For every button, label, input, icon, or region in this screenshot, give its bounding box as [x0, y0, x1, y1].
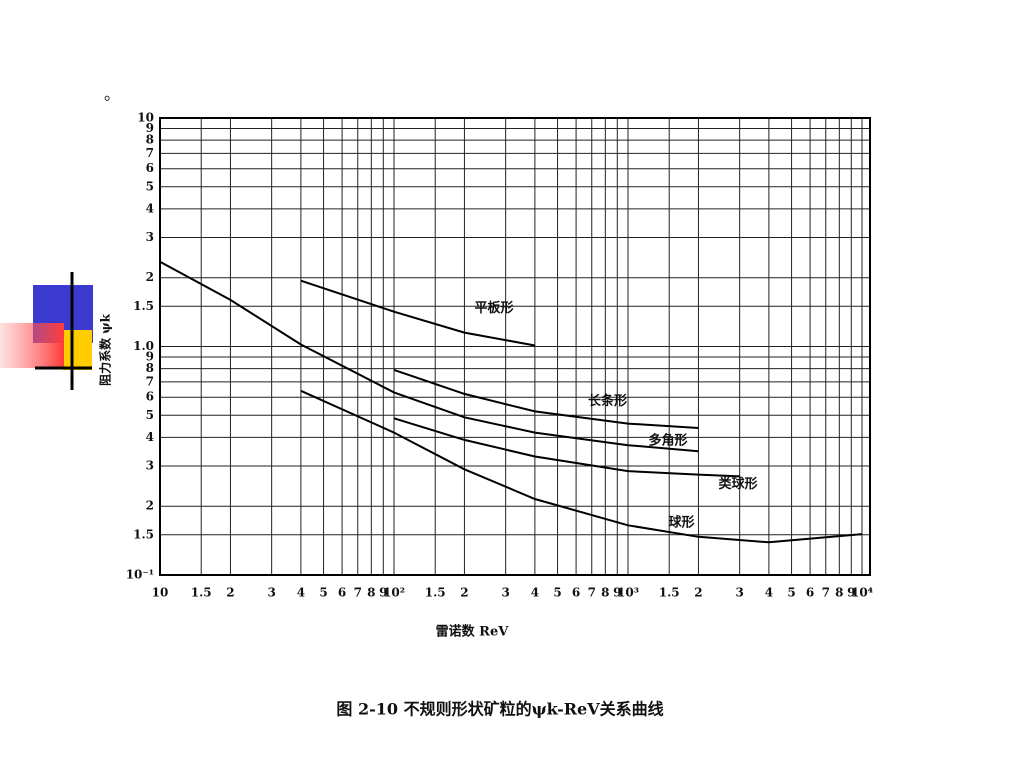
- y-tick-label: 5: [146, 408, 154, 422]
- x-axis-label: 雷诺数 ReV: [436, 624, 510, 640]
- y-tick-label: 3: [146, 230, 154, 244]
- series-line: [393, 417, 740, 478]
- x-tick-label: 10²: [383, 586, 405, 600]
- x-tick-label: 8: [367, 586, 375, 600]
- y-tick-label: 5: [146, 179, 154, 193]
- x-tick-label: 4: [297, 586, 305, 600]
- series-label: 长条形: [588, 393, 627, 409]
- x-tick-label: 10³: [617, 586, 639, 600]
- x-tick-label: 5: [787, 586, 795, 600]
- decor-red: [0, 323, 64, 368]
- x-tick-label: 2: [226, 586, 234, 600]
- x-tick-label: 3: [735, 586, 743, 600]
- series-label: 球形: [668, 514, 694, 530]
- y-tick-label: 1.0: [133, 339, 154, 353]
- x-tick-label: 8: [601, 586, 609, 600]
- plot-frame: [159, 117, 871, 576]
- y-tick-label: 6: [146, 390, 154, 404]
- y-tick-label: 8: [146, 133, 154, 147]
- x-tick-label: 6: [338, 586, 346, 600]
- y-tick-label: 1.5: [133, 527, 154, 541]
- x-tick-label: 10⁴: [851, 586, 873, 600]
- caption: 图 2-10 不规则形状矿粒的ψk-ReV关系曲线: [336, 700, 663, 719]
- y-tick-label: 4: [146, 201, 154, 215]
- x-tick-label: 1.5: [191, 586, 212, 600]
- y-tick-label: 4: [146, 430, 154, 444]
- decor-yellow: [62, 330, 92, 370]
- y-tick-label: 9: [146, 349, 154, 363]
- series-line: [300, 389, 863, 544]
- y-tick-label: 7: [146, 146, 154, 160]
- x-tick-label: 7: [588, 586, 596, 600]
- x-tick-label: 6: [806, 586, 814, 600]
- x-tick-label: 10: [152, 586, 169, 600]
- series-label: 多角形: [648, 433, 687, 449]
- x-tick-label: 8: [835, 586, 843, 600]
- y-tick-label: 10⁻¹: [126, 568, 154, 582]
- x-tick-label: 9: [613, 586, 621, 600]
- series-line: [159, 260, 699, 453]
- x-tick-label: 4: [765, 586, 773, 600]
- x-tick-label: 1.5: [659, 586, 680, 600]
- x-tick-label: 4: [531, 586, 539, 600]
- series-label: 平板形: [474, 300, 513, 316]
- x-tick-label: 7: [354, 586, 362, 600]
- series-line: [393, 368, 699, 429]
- y-tick-label: 3: [146, 458, 154, 472]
- x-tick-label: 5: [319, 586, 327, 600]
- y-tick-label: 9: [146, 121, 154, 135]
- x-tick-label: 9: [847, 586, 855, 600]
- x-tick-label: 6: [572, 586, 580, 600]
- y-tick-label: 1.5: [133, 299, 154, 313]
- x-tick-label: 2: [694, 586, 702, 600]
- x-tick-label: 7: [822, 586, 830, 600]
- x-tick-label: 5: [553, 586, 561, 600]
- x-tick-label: 3: [267, 586, 275, 600]
- y-tick-label: 7: [146, 374, 154, 388]
- y-tick-label: 6: [146, 161, 154, 175]
- series-label: 类球形: [718, 476, 757, 492]
- y-tick-label: 8: [146, 361, 154, 375]
- series-line: [300, 279, 536, 347]
- x-tick-label: 2: [460, 586, 468, 600]
- y-tick-label: 2: [146, 270, 154, 284]
- y-axis-label: 阻力系数 ψk: [98, 313, 113, 385]
- x-tick-label: 1.5: [425, 586, 446, 600]
- y-tick-label: 10: [137, 111, 154, 125]
- x-tick-label: 3: [501, 586, 509, 600]
- y-tick-label: 2: [146, 499, 154, 513]
- x-tick-label: 9: [379, 586, 387, 600]
- mark: 。: [104, 85, 120, 104]
